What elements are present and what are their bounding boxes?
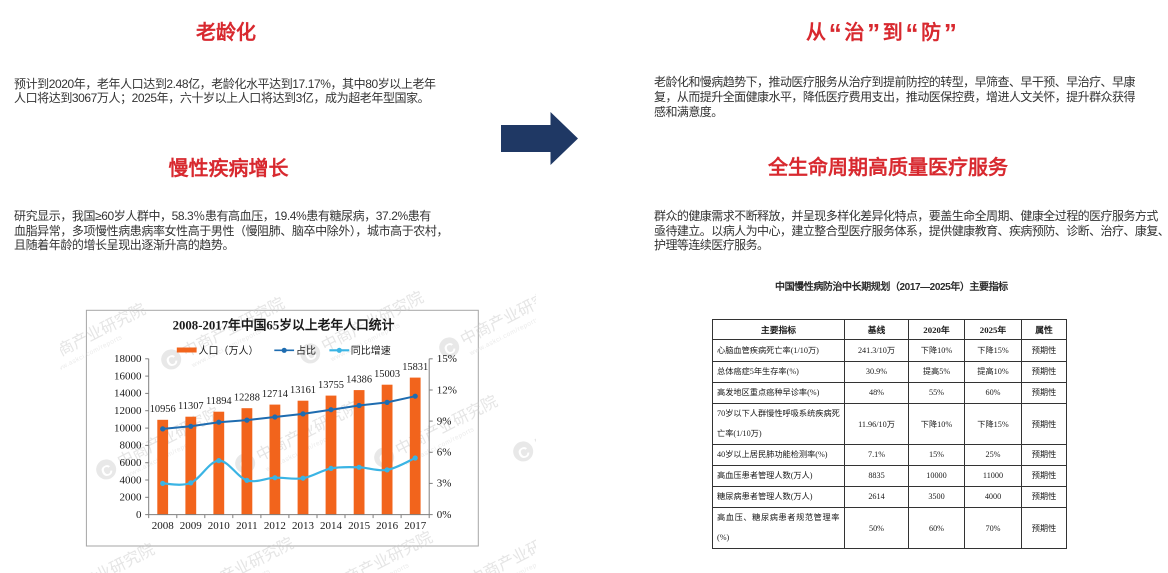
svg-text:15%: 15% [437, 353, 457, 365]
svg-text:2016: 2016 [376, 520, 399, 532]
svg-text:0%: 0% [437, 509, 452, 521]
svg-text:2009: 2009 [180, 520, 203, 532]
svg-text:3%: 3% [437, 478, 452, 490]
svg-text:占比: 占比 [296, 344, 316, 357]
svg-text:9%: 9% [437, 415, 452, 427]
svg-text:中商产业研究院: 中商产业研究院 [532, 386, 536, 453]
svg-text:4000: 4000 [120, 474, 143, 486]
svg-text:15003: 15003 [374, 369, 400, 380]
svg-text:18000: 18000 [114, 353, 142, 365]
svg-text:0: 0 [136, 509, 142, 521]
svg-text:16000: 16000 [114, 370, 142, 382]
svg-text:14000: 14000 [114, 388, 142, 400]
svg-text:2014: 2014 [320, 520, 343, 532]
svg-text:13161: 13161 [290, 385, 316, 396]
svg-text:2017: 2017 [404, 520, 427, 532]
svg-text:10000: 10000 [114, 422, 142, 434]
svg-text:2012: 2012 [264, 520, 286, 532]
svg-text:人口（万人）: 人口（万人） [199, 345, 259, 357]
svg-text:2015: 2015 [348, 520, 371, 532]
svg-text:6000: 6000 [120, 457, 143, 469]
svg-text:12714: 12714 [262, 389, 289, 400]
svg-text:2013: 2013 [292, 520, 315, 532]
svg-text:11894: 11894 [206, 396, 232, 407]
svg-text:10956: 10956 [150, 404, 176, 415]
svg-text:15831: 15831 [402, 362, 428, 373]
svg-text:2011: 2011 [236, 520, 258, 532]
svg-text:2010: 2010 [208, 520, 231, 532]
svg-text:6%: 6% [437, 447, 452, 459]
svg-text:13755: 13755 [318, 380, 344, 391]
svg-text:14386: 14386 [346, 375, 372, 386]
svg-text:12288: 12288 [234, 393, 260, 404]
svg-text:2008: 2008 [152, 520, 175, 532]
svg-text:同比增速: 同比增速 [351, 344, 391, 357]
svg-text:12000: 12000 [114, 405, 142, 417]
svg-text:8000: 8000 [120, 440, 143, 452]
svg-text:11307: 11307 [178, 401, 204, 412]
svg-text:2000: 2000 [120, 492, 143, 504]
svg-text:2008-2017年中国65岁以上老年人口统计: 2008-2017年中国65岁以上老年人口统计 [173, 317, 395, 332]
svg-text:12%: 12% [437, 384, 457, 396]
